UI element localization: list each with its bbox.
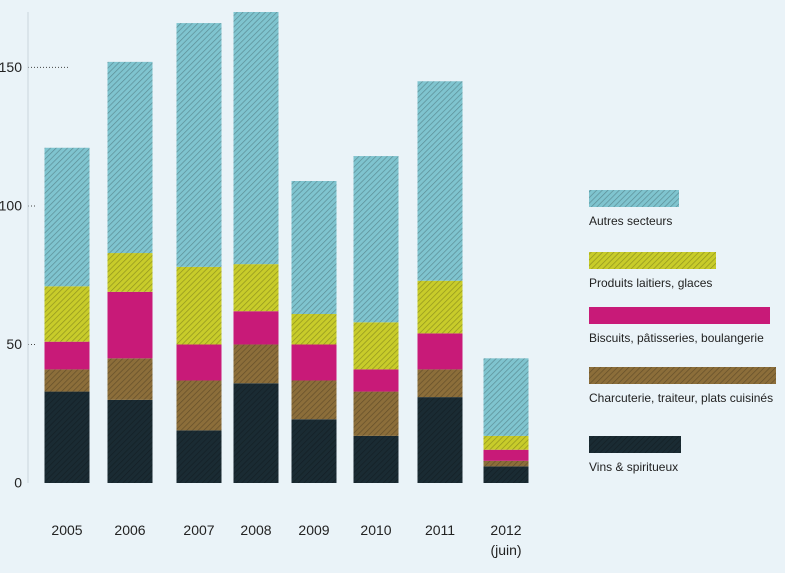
bar-segment-vins-spiritueux bbox=[483, 466, 529, 483]
bar-segment-autres-secteurs bbox=[44, 147, 90, 287]
bar-segment-produits-laitiers-glaces bbox=[107, 253, 153, 292]
bar-segment-autres-secteurs bbox=[291, 181, 337, 314]
bar-segment-autres-secteurs bbox=[233, 12, 279, 265]
bar-segment-vins-spiritueux bbox=[44, 391, 90, 483]
bar-segment-autres-secteurs bbox=[107, 61, 153, 254]
legend-item-charcuterie-traiteur-plats-cuisines: Charcuterie, traiteur, plats cuisinés bbox=[589, 367, 776, 405]
y-tick-label: 0 bbox=[14, 475, 22, 491]
bar-segment-charcuterie-traiteur-plats-cuisines bbox=[353, 391, 399, 436]
bar-segment-vins-spiritueux bbox=[417, 397, 463, 483]
bar-segment-vins-spiritueux bbox=[291, 419, 337, 483]
x-tick-label: 2009 bbox=[298, 522, 329, 538]
x-tick-label: (juin) bbox=[490, 542, 521, 558]
legend-label: Charcuterie, traiteur, plats cuisinés bbox=[589, 391, 773, 405]
x-tick-label: 2012 bbox=[490, 522, 521, 538]
legend-label: Vins & spiritueux bbox=[589, 460, 678, 474]
y-axis: 0 50 100 150 bbox=[0, 12, 70, 491]
legend-label: Autres secteurs bbox=[589, 214, 672, 228]
x-tick-label: 2011 bbox=[425, 522, 455, 538]
bar-segment-biscuits-patisseries-boulangerie bbox=[107, 291, 153, 359]
bar-segment-vins-spiritueux bbox=[176, 430, 222, 483]
legend-item-biscuits-patisseries-boulangerie: Biscuits, pâtisseries, boulangerie bbox=[589, 307, 770, 345]
x-axis-labels: 2005 2006 2007 2008 2009 2010 2011 2012 (juin) bbox=[51, 522, 521, 558]
bar-segment-produits-laitiers-glaces bbox=[483, 435, 529, 450]
legend-item-vins-spiritueux: Vins & spiritueux bbox=[589, 436, 681, 474]
bar-segment-produits-laitiers-glaces bbox=[353, 322, 399, 370]
bar-segment-charcuterie-traiteur-plats-cuisines bbox=[176, 380, 222, 431]
bars bbox=[44, 12, 529, 483]
x-tick-label: 2006 bbox=[114, 522, 145, 538]
legend-swatch bbox=[589, 367, 776, 384]
x-tick-label: 2007 bbox=[183, 522, 214, 538]
bar-segment-biscuits-patisseries-boulangerie bbox=[483, 449, 529, 461]
legend-swatch bbox=[589, 190, 679, 207]
bar-segment-produits-laitiers-glaces bbox=[233, 264, 279, 312]
bar-segment-charcuterie-traiteur-plats-cuisines bbox=[291, 380, 337, 420]
y-tick-label: 100 bbox=[0, 198, 22, 214]
bar-segment-autres-secteurs bbox=[176, 23, 222, 267]
bar-segment-produits-laitiers-glaces bbox=[291, 313, 337, 345]
legend-item-produits-laitiers-glaces: Produits laitiers, glaces bbox=[589, 252, 716, 290]
bar-segment-biscuits-patisseries-boulangerie bbox=[176, 344, 222, 381]
bar-segment-biscuits-patisseries-boulangerie bbox=[353, 369, 399, 392]
bar-segment-charcuterie-traiteur-plats-cuisines bbox=[233, 344, 279, 384]
bar-segment-autres-secteurs bbox=[417, 81, 463, 281]
legend-swatch bbox=[589, 436, 681, 453]
bar-segment-vins-spiritueux bbox=[353, 435, 399, 483]
x-tick-label: 2010 bbox=[360, 522, 391, 538]
legend-label: Produits laitiers, glaces bbox=[589, 276, 712, 290]
bar-segment-biscuits-patisseries-boulangerie bbox=[233, 311, 279, 345]
bar-segment-vins-spiritueux bbox=[107, 399, 153, 483]
bar-segment-produits-laitiers-glaces bbox=[417, 280, 463, 334]
legend-item-autres-secteurs: Autres secteurs bbox=[589, 190, 679, 228]
bar-segment-autres-secteurs bbox=[483, 358, 529, 436]
bar-segment-produits-laitiers-glaces bbox=[44, 286, 90, 342]
y-tick-label: 50 bbox=[6, 336, 22, 352]
y-tick-label: 150 bbox=[0, 59, 22, 75]
bar-segment-produits-laitiers-glaces bbox=[176, 266, 222, 345]
bar-segment-biscuits-patisseries-boulangerie bbox=[44, 341, 90, 370]
legend: Autres secteurs Produits laitiers, glaces… bbox=[589, 190, 776, 474]
bar-segment-charcuterie-traiteur-plats-cuisines bbox=[417, 369, 463, 398]
bar-segment-charcuterie-traiteur-plats-cuisines bbox=[107, 358, 153, 400]
bar-segment-biscuits-patisseries-boulangerie bbox=[417, 333, 463, 370]
bar-segment-autres-secteurs bbox=[353, 156, 399, 323]
bar-segment-biscuits-patisseries-boulangerie bbox=[291, 344, 337, 381]
bar-segment-vins-spiritueux bbox=[233, 383, 279, 483]
x-tick-label: 2008 bbox=[240, 522, 271, 538]
bar-segment-charcuterie-traiteur-plats-cuisines bbox=[483, 460, 529, 467]
x-tick-label: 2005 bbox=[51, 522, 82, 538]
legend-swatch bbox=[589, 252, 716, 269]
legend-swatch bbox=[589, 307, 770, 324]
bar-segment-charcuterie-traiteur-plats-cuisines bbox=[44, 369, 90, 392]
legend-label: Biscuits, pâtisseries, boulangerie bbox=[589, 331, 764, 345]
